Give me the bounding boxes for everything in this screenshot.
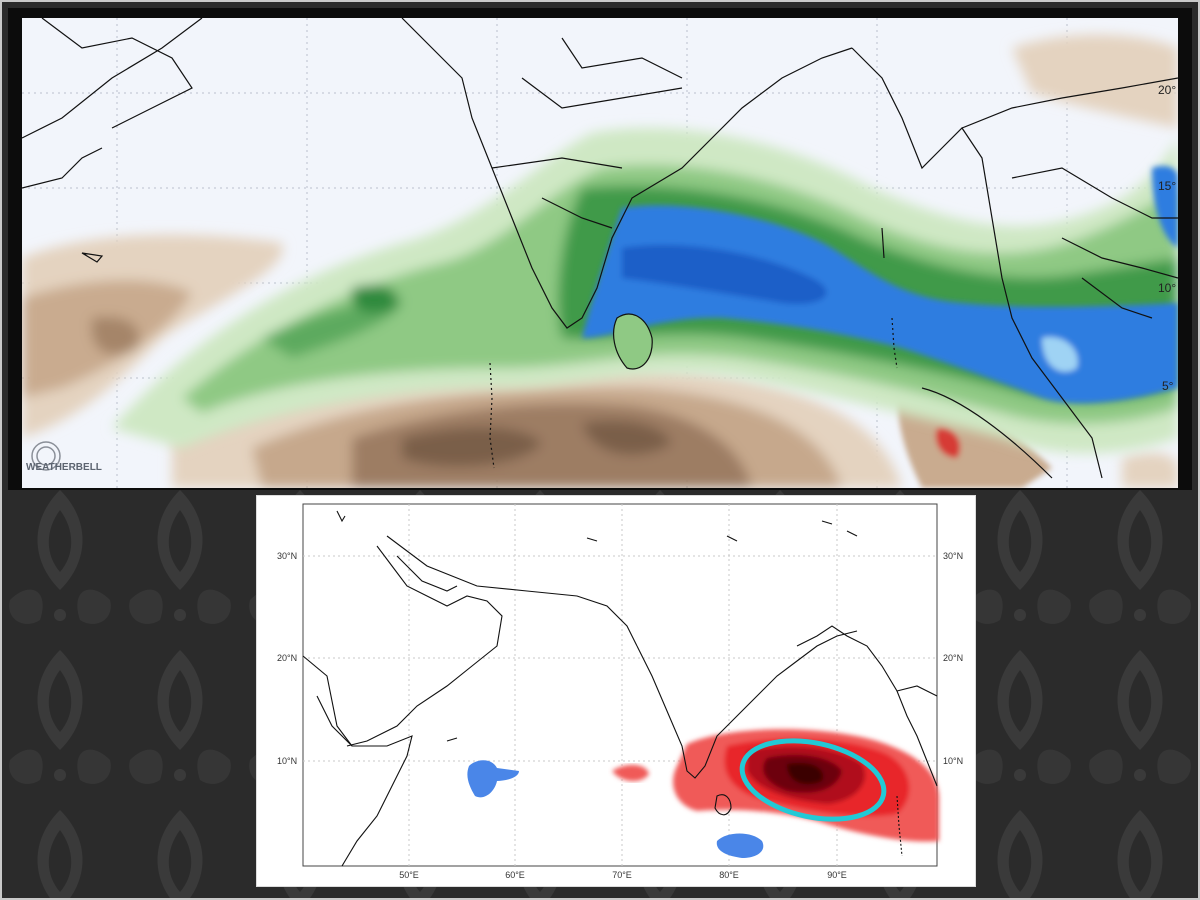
dry-anomaly-northeast — [1012, 34, 1178, 488]
lat-label-20: 20° — [1158, 83, 1176, 97]
lat-label-right-20n: 20°N — [943, 653, 963, 663]
lon-label-70e: 70°E — [612, 870, 632, 880]
lat-label-left-10n: 10°N — [277, 756, 297, 766]
anomaly-map-svg: 30°N 20°N 10°N 30°N 20°N 10°N 50°E 60°E … — [257, 496, 975, 886]
lon-label-90e: 90°E — [827, 870, 847, 880]
lat-label-right-30n: 30°N — [943, 551, 963, 561]
positive-anomaly-bay-of-bengal — [673, 729, 939, 842]
rain-band-blue — [582, 166, 1178, 404]
lon-label-80e: 80°E — [719, 870, 739, 880]
weatherbell-logo-text: WEATHERBELL — [26, 462, 102, 473]
precipitation-map-svg: 20° 15° 10° 5° WEATHERBELL — [22, 18, 1178, 488]
lat-label-right-10n: 10°N — [943, 756, 963, 766]
weatherbell-logo: WEATHERBELL — [26, 441, 102, 473]
lon-label-50e: 50°E — [399, 870, 419, 880]
lat-label-left-30n: 30°N — [277, 551, 297, 561]
lat-label-10: 10° — [1158, 281, 1176, 295]
lat-label-5: 5° — [1162, 379, 1174, 393]
highlight-ring — [739, 738, 887, 822]
anomaly-map: 30°N 20°N 10°N 30°N 20°N 10°N 50°E 60°E … — [256, 495, 976, 887]
positive-anomaly-arabian-sea — [612, 764, 649, 782]
lat-label-15: 15° — [1158, 179, 1176, 193]
coastlines — [302, 510, 938, 867]
dry-anomaly-west — [22, 234, 283, 438]
precipitation-map: 20° 15° 10° 5° WEATHERBELL — [22, 18, 1178, 488]
lat-label-left-20n: 20°N — [277, 653, 297, 663]
negative-anomaly — [467, 760, 764, 858]
coastlines — [22, 18, 1178, 479]
lon-label-60e: 60°E — [505, 870, 525, 880]
plot-frame — [302, 503, 938, 867]
